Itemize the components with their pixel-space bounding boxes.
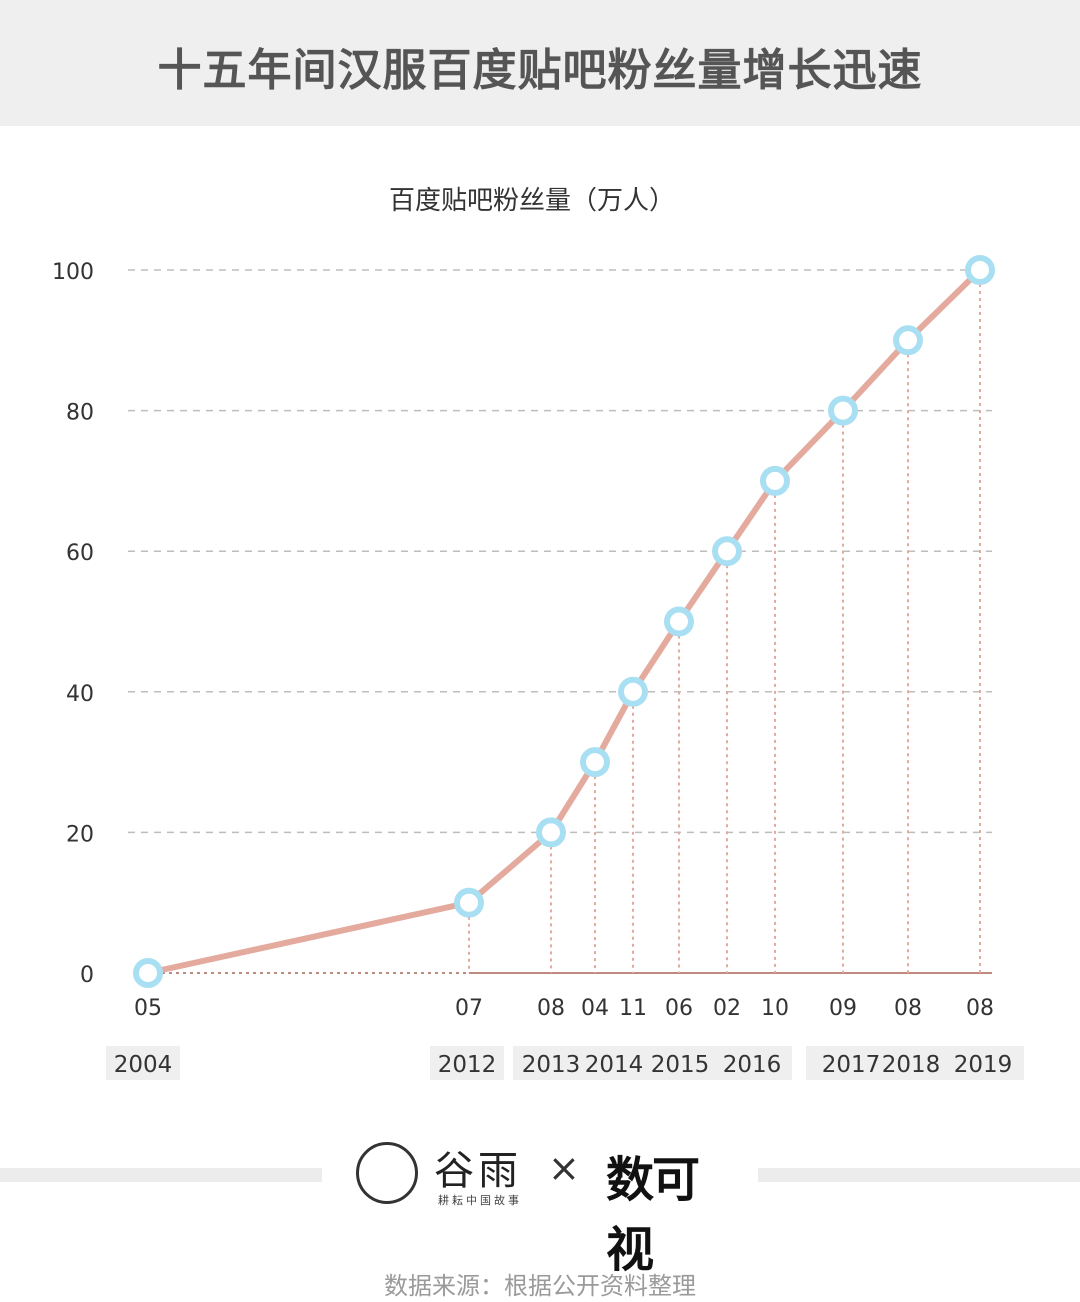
x-month-label: 05 <box>134 996 162 1021</box>
chart-title: 百度贴吧粉丝量（万人） <box>389 186 675 216</box>
guyu-logo-name: 谷雨 <box>434 1148 522 1194</box>
data-point <box>536 817 566 848</box>
data-point <box>618 676 648 707</box>
guyu-logo-icon <box>356 1142 418 1204</box>
footer-divider-right <box>758 1168 1080 1182</box>
x-month-label: 10 <box>761 996 789 1021</box>
x-month-label: 06 <box>665 996 693 1021</box>
x-year-label: 2014 <box>585 1052 644 1078</box>
year-group-box <box>106 1046 180 1080</box>
x-month-label: 11 <box>619 996 647 1021</box>
data-point <box>664 606 694 637</box>
x-month-label: 02 <box>713 996 741 1021</box>
data-source-note: 数据来源：根据公开资料整理 <box>384 1272 696 1300</box>
y-tick-label: 60 <box>66 541 94 566</box>
logo-group: 谷雨 耕耘中国故事 × 数可视 <box>356 1138 726 1278</box>
y-tick-label: 100 <box>52 260 94 285</box>
x-month-label: 08 <box>966 996 994 1021</box>
logo-separator: × <box>548 1146 580 1190</box>
line-chart: 百度贴吧粉丝量（万人） 0 20 40 60 80 100 05 07 08 04 11 06 02 10 0… <box>52 186 1024 1080</box>
x-year-label: 2018 <box>882 1052 941 1078</box>
data-point <box>712 536 742 567</box>
footer-divider-left <box>0 1168 322 1182</box>
year-group-box <box>513 1046 792 1080</box>
x-year-label: 2019 <box>954 1052 1013 1078</box>
x-year-label: 2004 <box>114 1052 173 1078</box>
x-year-label: 2013 <box>522 1052 581 1078</box>
data-point <box>760 465 790 496</box>
year-group-box <box>806 1046 1024 1080</box>
y-tick-label: 40 <box>66 682 94 707</box>
x-month-label: 08 <box>537 996 565 1021</box>
data-point <box>133 958 163 988</box>
guyu-logo-tagline: 耕耘中国故事 <box>438 1194 522 1207</box>
x-month-label: 07 <box>455 996 483 1021</box>
data-point <box>893 325 923 356</box>
x-year-label: 2017 <box>822 1052 881 1078</box>
y-tick-label: 80 <box>66 401 94 426</box>
x-year-label: 2012 <box>438 1052 497 1078</box>
y-tick-label: 0 <box>80 963 94 988</box>
data-point <box>828 395 858 426</box>
page-title: 十五年间汉服百度贴吧粉丝量增长迅速 <box>157 45 923 96</box>
data-viz-logo: 数可视 <box>606 1152 700 1278</box>
x-month-label: 04 <box>581 996 609 1021</box>
header-banner: 十五年间汉服百度贴吧粉丝量增长迅速 <box>0 0 1080 126</box>
x-year-label: 2016 <box>723 1052 782 1078</box>
x-year-label: 2015 <box>651 1052 710 1078</box>
data-point <box>580 747 610 778</box>
data-point <box>454 887 484 918</box>
series-line <box>145 267 983 976</box>
y-tick-label: 20 <box>66 822 94 847</box>
data-point <box>965 255 995 285</box>
x-month-label: 09 <box>829 996 857 1021</box>
year-group-box <box>430 1046 504 1080</box>
x-month-label: 08 <box>894 996 922 1021</box>
